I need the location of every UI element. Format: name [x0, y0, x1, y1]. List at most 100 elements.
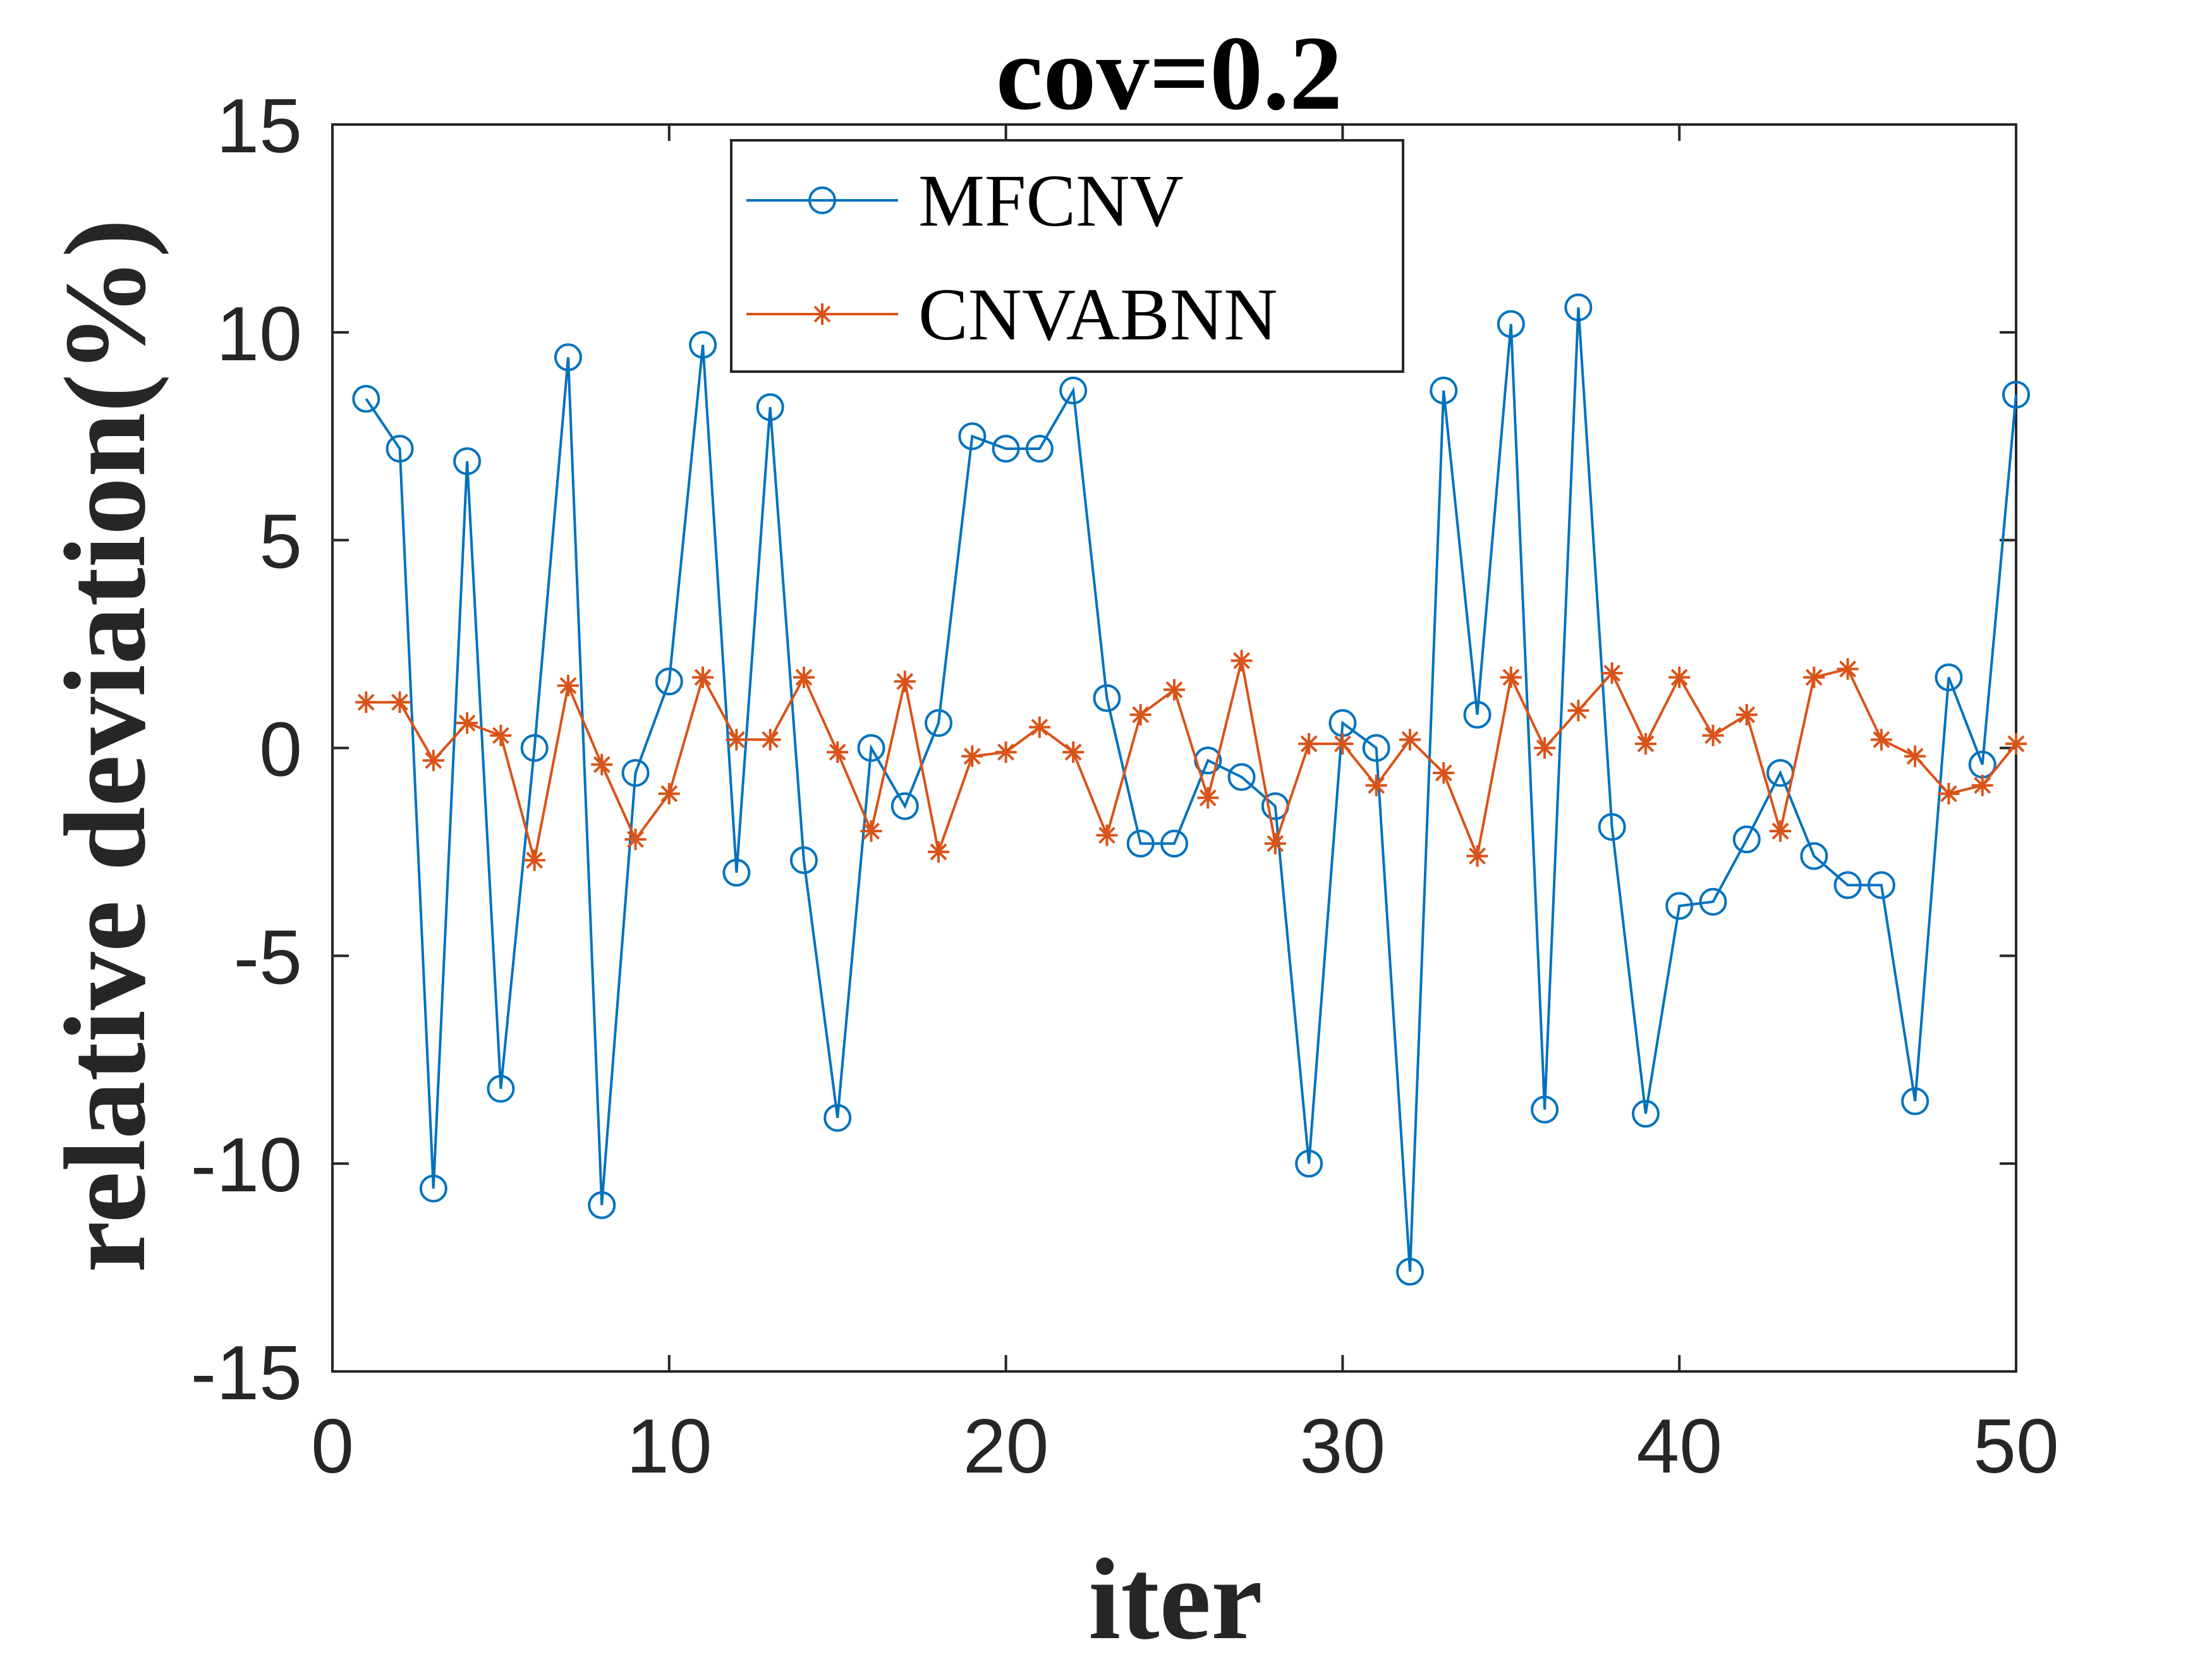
x-tick-label-1: 10: [626, 1403, 712, 1489]
data-point-cnvabnn-30: [1332, 732, 1354, 755]
data-point-cnvabnn-34: [1466, 845, 1488, 867]
data-point-cnvabnn-24: [1129, 703, 1152, 726]
data-point-mfcnv-46: [1867, 871, 1895, 899]
data-point-cnvabnn-28: [1264, 832, 1286, 854]
data-point-mfcnv-47: [1901, 1087, 1929, 1115]
data-point-mfcnv-29: [1295, 1150, 1323, 1178]
data-point-mfcnv-16: [857, 734, 885, 762]
x-axis-label: iter: [1088, 1534, 1263, 1659]
data-point-cnvabnn-41: [1702, 724, 1724, 746]
series-mfcnv: [352, 293, 2030, 1286]
data-point-mfcnv-32: [1395, 1258, 1424, 1286]
data-point-mfcnv-10: [655, 667, 683, 696]
y-tick-label-3: 0: [259, 707, 302, 793]
x-tick-label-0: 0: [311, 1403, 354, 1489]
data-point-cnvabnn-9: [624, 829, 647, 851]
data-point-mfcnv-14: [789, 846, 818, 875]
data-point-mfcnv-19: [958, 422, 987, 451]
data-point-mfcnv-21: [1025, 434, 1054, 463]
legend-entry-cnvabnn: CNVABNN: [746, 273, 1277, 356]
data-point-mfcnv-25: [1160, 829, 1188, 858]
x-tick-label-5: 50: [1973, 1403, 2059, 1489]
data-point-mfcnv-38: [1598, 813, 1626, 841]
data-point-cnvabnn-8: [591, 753, 613, 775]
data-point-cnvabnn-31: [1365, 774, 1387, 796]
data-point-mfcnv-41: [1699, 887, 1727, 916]
data-point-mfcnv-44: [1800, 842, 1828, 870]
data-point-mfcnv-17: [890, 792, 919, 820]
data-point-mfcnv-7: [554, 343, 582, 372]
data-point-cnvabnn-23: [1096, 824, 1118, 846]
data-point-mfcnv-4: [453, 447, 482, 475]
legend-marker-mfcnv: [808, 186, 836, 214]
x-tick-label-4: 40: [1636, 1403, 1722, 1489]
data-point-mfcnv-33: [1430, 376, 1458, 404]
plot-area: 0 10 20 30 40 50 -15 -10 -5 0 5 10 15 MFCNV CNVABNN: [191, 83, 2059, 1489]
data-point-cnvabnn-10: [658, 782, 680, 805]
data-point-mfcnv-8: [588, 1191, 616, 1219]
data-point-mfcnv-11: [689, 331, 717, 359]
data-point-cnvabnn-36: [1534, 737, 1556, 759]
data-point-mfcnv-36: [1531, 1095, 1559, 1124]
data-point-mfcnv-1: [352, 385, 380, 413]
legend: MFCNV CNVABNN: [730, 139, 1404, 373]
data-point-mfcnv-13: [756, 393, 784, 422]
data-point-cnvabnn-46: [1870, 729, 1892, 751]
data-point-mfcnv-50: [2002, 380, 2030, 409]
data-point-mfcnv-42: [1732, 825, 1761, 854]
data-point-cnvabnn-7: [557, 674, 579, 696]
legend-label-cnvabnn: CNVABNN: [918, 273, 1277, 356]
data-point-cnvabnn-17: [894, 671, 916, 693]
data-point-cnvabnn-3: [422, 750, 444, 772]
data-point-cnvabnn-48: [1938, 782, 1960, 805]
data-point-cnvabnn-2: [389, 691, 411, 714]
data-point-cnvabnn-14: [793, 666, 815, 688]
data-point-mfcnv-34: [1463, 700, 1492, 729]
data-point-mfcnv-18: [925, 709, 953, 738]
data-point-cnvabnn-25: [1164, 679, 1185, 701]
chart-title: cov=0.2: [996, 15, 1342, 132]
data-point-mfcnv-31: [1362, 734, 1390, 762]
data-point-mfcnv-20: [992, 434, 1020, 463]
y-axis-label: relative deviation(%): [40, 219, 169, 1273]
data-point-cnvabnn-12: [726, 729, 748, 751]
data-point-mfcnv-9: [621, 758, 650, 787]
data-point-mfcnv-45: [1833, 871, 1862, 899]
data-point-cnvabnn-32: [1399, 729, 1421, 751]
data-point-cnvabnn-18: [928, 841, 950, 863]
data-point-cnvabnn-45: [1837, 658, 1859, 680]
x-tick-label-3: 30: [1300, 1403, 1386, 1489]
data-point-cnvabnn-22: [1062, 741, 1085, 763]
data-point-cnvabnn-16: [860, 820, 882, 842]
data-point-mfcnv-22: [1059, 376, 1088, 404]
data-point-mfcnv-2: [386, 434, 414, 463]
data-point-cnvabnn-35: [1500, 666, 1522, 688]
data-point-cnvabnn-26: [1197, 787, 1219, 809]
data-point-cnvabnn-6: [523, 849, 545, 872]
x-tick-label-2: 20: [963, 1403, 1049, 1489]
data-point-cnvabnn-21: [1028, 716, 1050, 738]
y-tick-label-2: -5: [234, 914, 302, 1000]
data-point-cnvabnn-15: [827, 741, 849, 763]
data-point-cnvabnn-49: [1971, 774, 1993, 796]
legend-label-mfcnv: MFCNV: [918, 159, 1184, 242]
data-point-mfcnv-39: [1631, 1100, 1660, 1128]
legend-marker-cnvabnn: [811, 303, 833, 325]
y-tick-label-5: 10: [216, 291, 302, 377]
y-tick-label-1: -10: [191, 1122, 302, 1208]
data-point-mfcnv-3: [419, 1174, 447, 1203]
legend-entry-mfcnv: MFCNV: [746, 159, 1184, 242]
data-point-cnvabnn-19: [961, 745, 983, 767]
y-tick-label-4: 5: [259, 499, 302, 585]
data-point-mfcnv-37: [1564, 293, 1593, 322]
data-point-cnvabnn-40: [1668, 666, 1691, 688]
data-point-cnvabnn-27: [1231, 650, 1253, 672]
series-cnvabnn: [355, 650, 2027, 872]
data-point-mfcnv-24: [1126, 829, 1155, 858]
data-point-mfcnv-48: [1935, 663, 1963, 691]
data-point-cnvabnn-20: [995, 741, 1017, 763]
data-point-cnvabnn-33: [1433, 762, 1455, 784]
data-point-mfcnv-23: [1093, 684, 1121, 712]
data-point-mfcnv-5: [487, 1074, 515, 1103]
